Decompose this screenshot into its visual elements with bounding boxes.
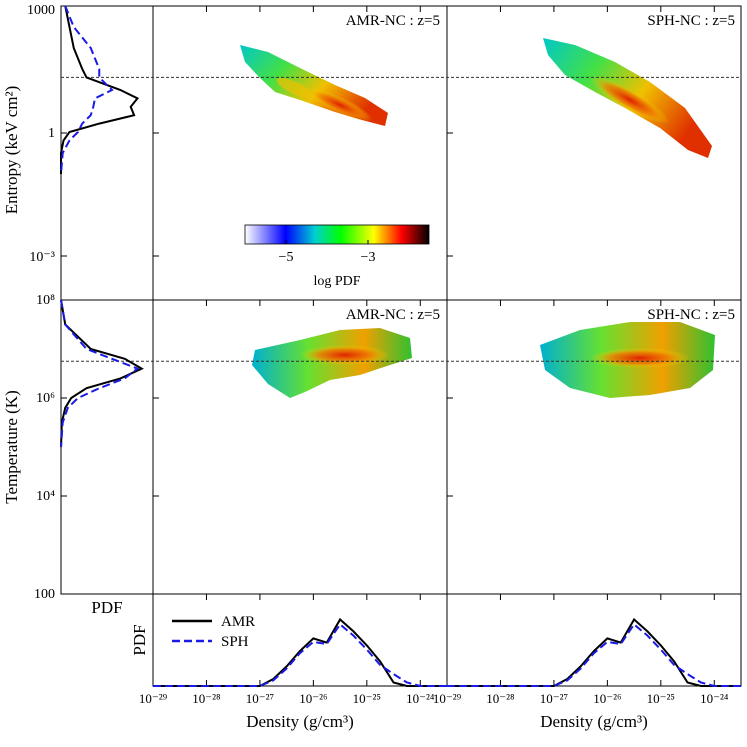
- colorbar-tick-label: −3: [361, 250, 376, 265]
- temperature-amr-title: AMR-NC : z=5: [346, 307, 440, 323]
- density-axis-label: Density (g/cm³): [246, 712, 354, 731]
- density-axis-label: Density (g/cm³): [540, 712, 648, 731]
- entropy-sph-heatmap: [543, 38, 712, 158]
- legend-sph-label: SPH: [221, 634, 249, 650]
- temperature-pdf-amr-line: [60, 299, 144, 448]
- density-tick-label: 10⁻²⁴: [406, 691, 435, 706]
- density-tick-label: 10⁻²⁷: [246, 691, 274, 706]
- entropy-axis-label: Entropy (keV cm²): [2, 86, 21, 214]
- density-tick-label: 10⁻²⁵: [647, 691, 675, 706]
- entropy-amr-secondary: [276, 77, 314, 99]
- colorbar: −5 −3 log PDF: [244, 224, 430, 289]
- density-tick-label: 10⁻²⁸: [486, 691, 515, 706]
- colorbar-label: log PDF: [313, 274, 360, 289]
- colorbar-tick-label: −5: [279, 250, 294, 265]
- y-tick-labels: 1000 1 10⁻³ 10⁸ 10⁶ 10⁴ 100: [27, 3, 55, 602]
- density-pdf-sph-line: [447, 622, 741, 687]
- density-tick-label: 10⁻²⁵: [353, 691, 381, 706]
- density-pdf-sph-line: [153, 622, 447, 687]
- density-pdf-amr-line: [153, 617, 447, 687]
- entropy-sph-peak: [590, 75, 670, 125]
- density-tick-label: 10⁻²⁷: [540, 691, 568, 706]
- temperature-sph-title: SPH-NC : z=5: [647, 307, 735, 323]
- density-tick-label: 10⁻²⁶: [593, 691, 621, 706]
- density-tick-label: 10⁻²⁴: [700, 691, 729, 706]
- entropy-tick-label: 1000: [27, 3, 55, 18]
- density-tick-label: 10⁻²⁶: [299, 691, 327, 706]
- temperature-sph-peak: [590, 348, 690, 368]
- temperature-amr-heatmap: [252, 328, 412, 398]
- entropy-pdf-amr-line: [60, 5, 140, 174]
- panel-frames: [60, 5, 742, 687]
- temperature-sph-heatmap: [540, 322, 715, 398]
- density-tick-label: 10⁻²⁹: [433, 691, 462, 706]
- density-pdf-amr-line: [447, 617, 741, 687]
- pdf-axis-label: PDF: [91, 598, 122, 617]
- temperature-amr-peak: [300, 345, 390, 365]
- entropy-tick-label: 1: [48, 126, 55, 141]
- entropy-amr-panel: [152, 5, 448, 301]
- temperature-tick-label: 100: [34, 587, 55, 602]
- entropy-amr-heatmap: [240, 45, 388, 126]
- pdf-axis-label: PDF: [130, 624, 149, 655]
- pdf-curves: [60, 5, 741, 687]
- legend-amr-label: AMR: [221, 614, 255, 630]
- entropy-pdf-sph-line: [60, 5, 114, 175]
- temperature-axis-label: Temperature (K): [2, 390, 21, 504]
- density-tick-label: 10⁻²⁹: [139, 691, 168, 706]
- entropy-sph-title: SPH-NC : z=5: [647, 13, 735, 29]
- density-tick-label: 10⁻²⁸: [192, 691, 221, 706]
- entropy-amr-title: AMR-NC : z=5: [346, 13, 440, 29]
- colorbar-gradient: [244, 224, 430, 245]
- temperature-tick-label: 10⁴: [36, 489, 55, 504]
- temperature-tick-label: 10⁸: [36, 293, 55, 308]
- reference-lines: [61, 76, 741, 362]
- temperature-pdf-panel: [60, 299, 154, 595]
- y-tick-marks: [61, 132, 453, 497]
- entropy-tick-label: 10⁻³: [29, 250, 55, 265]
- temperature-pdf-sph-line: [60, 299, 140, 448]
- temperature-tick-label: 10⁶: [36, 391, 55, 406]
- entropy-amr-peak: [308, 88, 372, 122]
- legend: AMR SPH: [172, 614, 255, 650]
- density-pdf-sph-panel: [446, 593, 742, 687]
